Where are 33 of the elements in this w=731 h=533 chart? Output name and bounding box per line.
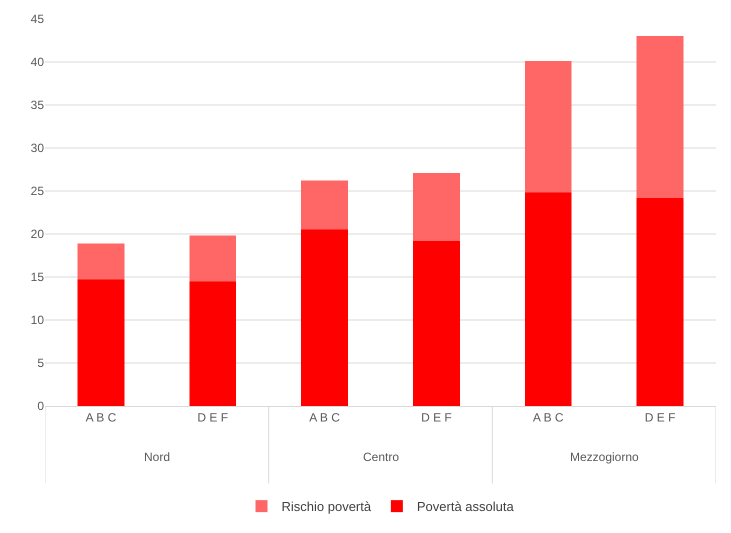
x-tick-label: A B C (86, 410, 117, 424)
y-tick-label: 30 (30, 141, 44, 156)
bar (301, 180, 348, 230)
y-tick-label: 45 (30, 12, 44, 26)
y-tick-label: 0 (37, 399, 44, 414)
bar (524, 61, 572, 193)
bar (412, 172, 460, 241)
y-tick-label: 20 (30, 227, 44, 242)
bar (636, 198, 684, 406)
bar (189, 281, 236, 406)
text: Mezzogiorno (570, 450, 640, 464)
text: Centro (363, 450, 400, 464)
x-tick-label: A B C (532, 410, 564, 424)
legend-label: Rischio povertà (282, 499, 372, 514)
x-tick-label: D E F (421, 410, 452, 424)
bar (524, 192, 572, 406)
x-tick-label: D E F (197, 410, 228, 424)
y-tick-label: 5 (37, 356, 44, 370)
x-tick-label: D E F (644, 410, 676, 424)
y-tick-label: 40 (30, 55, 44, 70)
bar (189, 236, 236, 282)
bar (636, 36, 684, 198)
y-tick-label: 25 (30, 184, 44, 198)
y-tick-label: 35 (30, 98, 44, 112)
bar (77, 243, 124, 280)
bar (412, 240, 460, 406)
bar (77, 280, 124, 406)
legend-label: Povertà assoluta (416, 499, 514, 514)
bar (301, 230, 348, 406)
y-tick-label: 10 (30, 313, 44, 328)
y-tick-label: 15 (30, 270, 44, 284)
x-tick-label: A B C (309, 410, 340, 424)
text: Nord (144, 450, 170, 464)
